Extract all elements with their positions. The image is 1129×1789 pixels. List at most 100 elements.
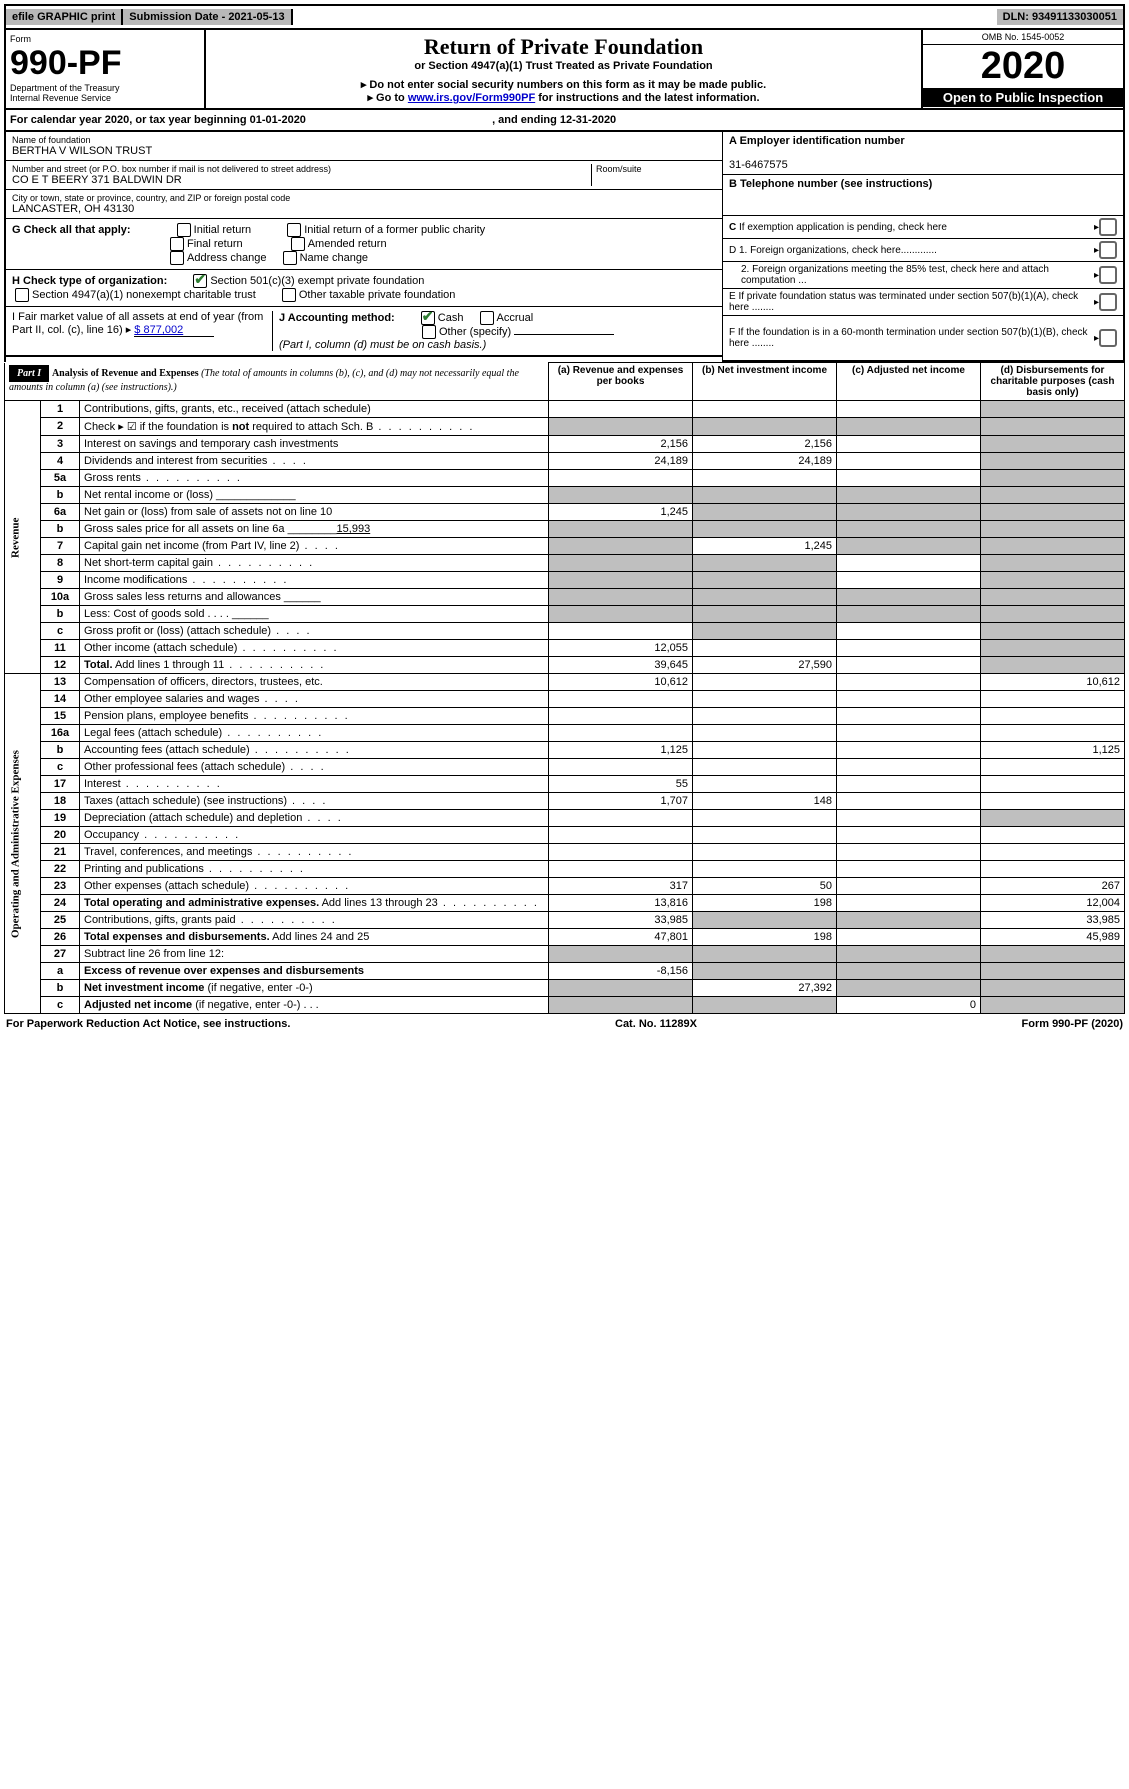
col-a-value: 33,985: [549, 912, 693, 929]
irs-label: Internal Revenue Service: [10, 93, 200, 103]
col-a-value: [549, 725, 693, 742]
line-number: 7: [41, 538, 80, 555]
line-description: Printing and publications: [80, 861, 549, 878]
form-title: Return of Private Foundation: [210, 34, 917, 60]
table-row: bLess: Cost of goods sold . . . . ______: [5, 606, 1125, 623]
line-number: 14: [41, 691, 80, 708]
col-b-value: [693, 759, 837, 776]
table-row: 12Total. Add lines 1 through 1139,64527,…: [5, 657, 1125, 674]
col-d-value: 45,989: [981, 929, 1125, 946]
line-description: Interest on savings and temporary cash i…: [80, 436, 549, 453]
accrual-checkbox[interactable]: [480, 311, 494, 325]
d1-checkbox[interactable]: [1099, 241, 1117, 259]
tax-year-end: 12-31-2020: [560, 114, 616, 126]
part1-label: Part I: [9, 365, 49, 382]
e-checkbox[interactable]: [1099, 293, 1117, 311]
col-b-value: [693, 674, 837, 691]
form990pf-link[interactable]: www.irs.gov/Form990PF: [408, 92, 535, 104]
501c3-checkbox[interactable]: [193, 274, 207, 288]
table-row: 14Other employee salaries and wages: [5, 691, 1125, 708]
col-d-value: [981, 436, 1125, 453]
ein-value: 31-6467575: [729, 159, 788, 171]
4947a1-checkbox[interactable]: [15, 288, 29, 302]
table-row: 6aNet gain or (loss) from sale of assets…: [5, 504, 1125, 521]
table-row: Revenue1Contributions, gifts, grants, et…: [5, 401, 1125, 418]
col-b-header: (b) Net investment income: [693, 363, 837, 401]
col-d-value: [981, 504, 1125, 521]
cash-label: Cash: [438, 312, 464, 324]
f-label: F If the foundation is in a 60-month ter…: [729, 327, 1094, 349]
form-label: Form: [10, 34, 200, 44]
col-d-header: (d) Disbursements for charitable purpose…: [981, 363, 1125, 401]
other-taxable-checkbox[interactable]: [282, 288, 296, 302]
col-c-value: [837, 708, 981, 725]
line-number: 26: [41, 929, 80, 946]
name-change-checkbox[interactable]: [283, 251, 297, 265]
c-exemption-label: If exemption application is pending, che…: [739, 222, 947, 233]
table-row: bNet investment income (if negative, ent…: [5, 980, 1125, 997]
line-number: 8: [41, 555, 80, 572]
col-d-value: 267: [981, 878, 1125, 895]
omb-number: OMB No. 1545-0052: [923, 30, 1123, 45]
col-a-value: 12,055: [549, 640, 693, 657]
line-number: 15: [41, 708, 80, 725]
col-c-value: [837, 453, 981, 470]
col-b-value: [693, 776, 837, 793]
cash-checkbox[interactable]: [421, 311, 435, 325]
efile-print-button[interactable]: efile GRAPHIC print: [6, 9, 123, 25]
col-a-value: [549, 606, 693, 623]
col-b-value: 198: [693, 895, 837, 912]
line-description: Travel, conferences, and meetings: [80, 844, 549, 861]
ssn-warning: ▸ Do not enter social security numbers o…: [210, 78, 917, 91]
open-public-badge: Open to Public Inspection: [923, 88, 1123, 107]
d2-checkbox[interactable]: [1099, 266, 1117, 284]
col-d-value: [981, 657, 1125, 674]
col-a-value: [549, 946, 693, 963]
col-b-value: [693, 589, 837, 606]
calyear-mid: , and ending: [492, 114, 560, 126]
c-checkbox[interactable]: [1099, 218, 1117, 236]
line-description: Gross sales less returns and allowances …: [80, 589, 549, 606]
line-description: Legal fees (attach schedule): [80, 725, 549, 742]
table-row: 11Other income (attach schedule)12,055: [5, 640, 1125, 657]
col-c-value: [837, 980, 981, 997]
col-d-value: [981, 453, 1125, 470]
line-description: Check ▸ ☑ if the foundation is not requi…: [80, 418, 549, 436]
col-a-value: 1,707: [549, 793, 693, 810]
line-number: 18: [41, 793, 80, 810]
final-return-checkbox[interactable]: [170, 237, 184, 251]
revenue-side-label: Revenue: [5, 401, 41, 674]
initial-return-label: Initial return: [194, 224, 251, 236]
col-b-value: 148: [693, 793, 837, 810]
line-description: Gross profit or (loss) (attach schedule): [80, 623, 549, 640]
col-a-value: [549, 572, 693, 589]
501c3-label: Section 501(c)(3) exempt private foundat…: [210, 275, 424, 287]
address-change-checkbox[interactable]: [170, 251, 184, 265]
initial-former-checkbox[interactable]: [287, 223, 301, 237]
line-number: 27: [41, 946, 80, 963]
initial-return-checkbox[interactable]: [177, 223, 191, 237]
col-c-value: [837, 946, 981, 963]
col-a-value: 39,645: [549, 657, 693, 674]
col-d-value: [981, 487, 1125, 504]
foundation-name-label: Name of foundation: [12, 135, 716, 145]
amended-return-checkbox[interactable]: [291, 237, 305, 251]
table-row: bGross sales price for all assets on lin…: [5, 521, 1125, 538]
line-description: Accounting fees (attach schedule): [80, 742, 549, 759]
col-a-value: [549, 538, 693, 555]
line-description: Less: Cost of goods sold . . . . ______: [80, 606, 549, 623]
table-row: 16aLegal fees (attach schedule): [5, 725, 1125, 742]
col-c-value: [837, 759, 981, 776]
line-number: 13: [41, 674, 80, 691]
line-number: 23: [41, 878, 80, 895]
fmv-value[interactable]: $ 877,002: [134, 324, 214, 337]
other-method-label: Other (specify): [439, 326, 511, 338]
line-number: 5a: [41, 470, 80, 487]
f-checkbox[interactable]: [1099, 329, 1117, 347]
other-method-checkbox[interactable]: [422, 325, 436, 339]
room-suite-label: Room/suite: [596, 164, 716, 174]
table-row: 2Check ▸ ☑ if the foundation is not requ…: [5, 418, 1125, 436]
table-row: 25Contributions, gifts, grants paid33,98…: [5, 912, 1125, 929]
city-state-zip: LANCASTER, OH 43130: [12, 203, 716, 215]
line-number: 25: [41, 912, 80, 929]
